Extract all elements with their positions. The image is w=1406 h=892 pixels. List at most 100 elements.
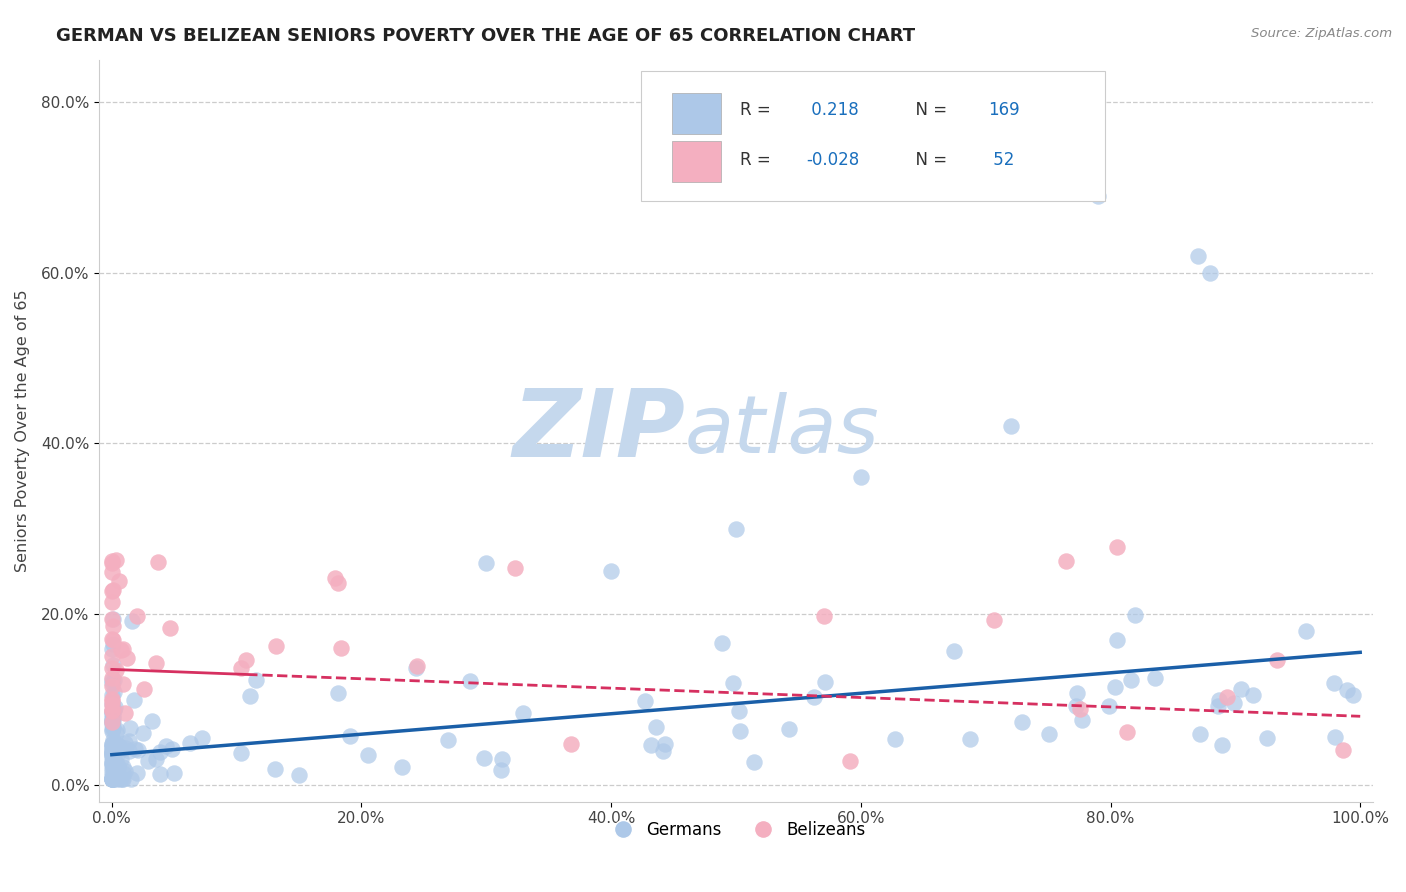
- Text: N =: N =: [905, 101, 953, 119]
- Point: [101, 738, 124, 752]
- Point: [101, 720, 124, 734]
- Point: [101, 769, 124, 783]
- Point: [711, 636, 734, 650]
- Point: [103, 673, 125, 687]
- Point: [101, 710, 124, 724]
- Point: [103, 732, 125, 747]
- Point: [1341, 688, 1364, 702]
- Point: [1208, 693, 1230, 707]
- Point: [101, 583, 124, 598]
- Point: [728, 724, 751, 739]
- Point: [101, 717, 124, 731]
- Point: [101, 760, 124, 774]
- Point: [1323, 675, 1346, 690]
- Point: [103, 619, 125, 633]
- Point: [101, 772, 124, 786]
- Point: [357, 747, 380, 762]
- Point: [1331, 743, 1354, 757]
- Point: [127, 743, 149, 757]
- Point: [654, 738, 676, 752]
- Point: [101, 772, 124, 786]
- Point: [491, 752, 513, 766]
- Point: [288, 768, 311, 782]
- Point: [727, 704, 749, 718]
- Point: [1187, 249, 1209, 263]
- Point: [108, 772, 131, 786]
- Point: [101, 704, 124, 718]
- Point: [1011, 714, 1033, 729]
- Point: [391, 760, 413, 774]
- Point: [101, 697, 124, 711]
- Point: [1216, 690, 1239, 704]
- Point: [1000, 419, 1022, 434]
- Point: [1295, 624, 1317, 638]
- Point: [108, 740, 131, 755]
- Point: [101, 704, 124, 718]
- Point: [326, 576, 349, 591]
- Point: [328, 685, 350, 699]
- Point: [101, 756, 124, 771]
- Point: [724, 522, 747, 536]
- Point: [101, 772, 124, 786]
- Text: -0.028: -0.028: [806, 151, 859, 169]
- Point: [1256, 731, 1278, 745]
- Point: [101, 765, 124, 780]
- Point: [108, 574, 131, 589]
- Point: [103, 747, 125, 761]
- Point: [1066, 686, 1088, 700]
- Point: [101, 761, 124, 775]
- Point: [103, 751, 125, 765]
- Point: [103, 762, 125, 776]
- Point: [1324, 731, 1347, 745]
- Point: [229, 660, 252, 674]
- Point: [105, 763, 128, 777]
- Point: [124, 692, 146, 706]
- Point: [110, 642, 132, 657]
- Point: [1098, 698, 1121, 713]
- Point: [778, 723, 800, 737]
- Point: [1211, 738, 1233, 752]
- Point: [101, 714, 124, 728]
- FancyBboxPatch shape: [672, 141, 721, 182]
- Legend: Germans, Belizeans: Germans, Belizeans: [599, 814, 873, 846]
- Point: [1038, 726, 1060, 740]
- Point: [101, 748, 124, 763]
- Point: [103, 756, 125, 770]
- Point: [103, 637, 125, 651]
- Point: [101, 671, 124, 685]
- Text: 0.218: 0.218: [806, 101, 859, 119]
- Point: [406, 658, 429, 673]
- Point: [103, 684, 125, 698]
- Point: [104, 764, 127, 778]
- Point: [136, 754, 159, 768]
- Point: [101, 746, 124, 760]
- Point: [101, 747, 124, 762]
- Point: [107, 747, 129, 761]
- Point: [101, 688, 124, 702]
- Point: [330, 640, 353, 655]
- Point: [239, 689, 262, 703]
- Point: [101, 633, 124, 648]
- Point: [159, 621, 181, 635]
- Text: atlas: atlas: [685, 392, 880, 469]
- Text: ZIP: ZIP: [512, 384, 685, 476]
- Point: [1241, 688, 1264, 702]
- Point: [101, 724, 124, 739]
- Point: [339, 729, 361, 743]
- Point: [101, 747, 124, 761]
- Point: [942, 644, 965, 658]
- Point: [118, 734, 141, 748]
- Point: [101, 661, 124, 675]
- Point: [1115, 725, 1137, 739]
- Point: [813, 608, 835, 623]
- Point: [263, 762, 285, 776]
- Point: [101, 706, 124, 720]
- Point: [1064, 698, 1087, 713]
- Point: [640, 739, 662, 753]
- Point: [103, 772, 125, 786]
- Point: [101, 632, 124, 646]
- Point: [503, 561, 526, 575]
- Point: [145, 656, 167, 670]
- FancyBboxPatch shape: [641, 70, 1105, 201]
- Point: [1336, 683, 1358, 698]
